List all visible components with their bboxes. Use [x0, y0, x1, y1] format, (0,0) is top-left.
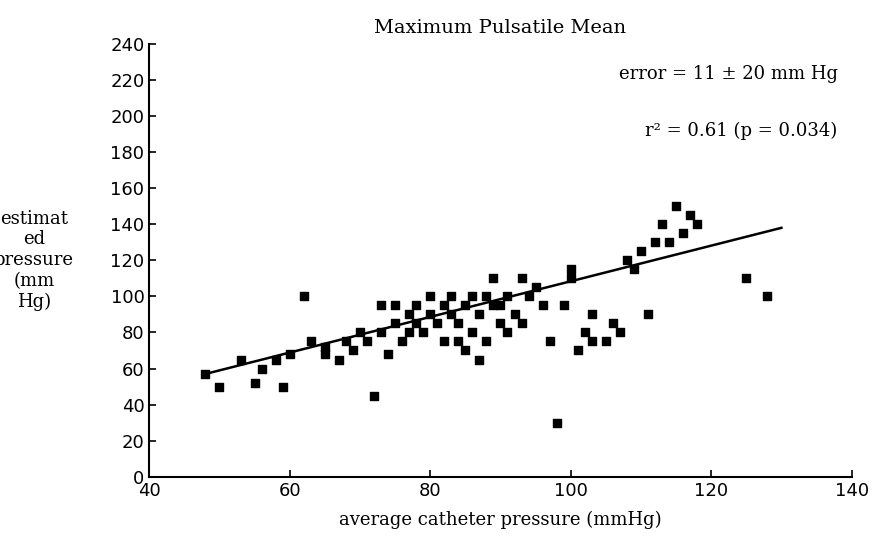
Point — [577, 328, 591, 337]
Point — [675, 229, 689, 238]
Title: Maximum Pulsatile Mean: Maximum Pulsatile Mean — [374, 19, 626, 37]
Point — [444, 310, 458, 319]
Point — [521, 292, 535, 301]
Text: error = 11 ± 20 mm Hg: error = 11 ± 20 mm Hg — [618, 66, 837, 83]
Point — [738, 274, 752, 283]
Point — [458, 301, 472, 310]
Point — [563, 274, 577, 283]
Point — [423, 292, 437, 301]
Y-axis label: estimat
ed
pressure
(mm
Hg): estimat ed pressure (mm Hg) — [0, 209, 74, 311]
Point — [317, 350, 332, 358]
Point — [275, 382, 289, 391]
Point — [268, 355, 282, 364]
Point — [514, 274, 528, 283]
Point — [472, 355, 486, 364]
Point — [437, 301, 451, 310]
Point — [479, 337, 493, 346]
Text: r² = 0.61 (p = 0.034): r² = 0.61 (p = 0.034) — [645, 122, 837, 140]
Point — [507, 310, 521, 319]
Point — [549, 418, 563, 427]
Point — [556, 301, 570, 310]
Point — [479, 292, 493, 301]
Point — [395, 337, 409, 346]
Point — [430, 319, 444, 328]
Point — [381, 350, 395, 358]
Point — [535, 301, 549, 310]
Point — [339, 337, 353, 346]
Point — [416, 328, 430, 337]
Point — [332, 355, 346, 364]
Point — [402, 328, 416, 337]
Point — [303, 337, 317, 346]
Point — [388, 319, 402, 328]
Point — [317, 342, 332, 351]
Point — [212, 382, 226, 391]
Point — [633, 247, 647, 256]
Point — [374, 328, 388, 337]
Point — [451, 337, 465, 346]
Point — [353, 328, 367, 337]
Point — [472, 310, 486, 319]
Point — [346, 346, 360, 355]
Point — [247, 379, 261, 387]
Point — [514, 319, 528, 328]
Point — [626, 265, 640, 273]
Point — [584, 337, 598, 346]
Point — [493, 301, 507, 310]
Point — [282, 350, 296, 358]
Point — [661, 238, 675, 247]
Point — [605, 319, 619, 328]
Point — [465, 328, 479, 337]
Point — [360, 337, 374, 346]
Point — [640, 310, 654, 319]
Point — [668, 202, 682, 210]
Point — [500, 292, 514, 301]
Point — [682, 211, 696, 220]
Point — [570, 346, 584, 355]
Point — [444, 292, 458, 301]
Point — [493, 319, 507, 328]
Point — [465, 292, 479, 301]
Point — [500, 328, 514, 337]
Point — [451, 319, 465, 328]
Point — [486, 301, 500, 310]
Point — [388, 301, 402, 310]
Point — [654, 220, 668, 229]
Point — [402, 310, 416, 319]
Point — [598, 337, 612, 346]
Point — [423, 310, 437, 319]
Point — [486, 274, 500, 283]
Point — [409, 301, 423, 310]
Point — [409, 319, 423, 328]
Point — [233, 355, 247, 364]
X-axis label: average catheter pressure (mmHg): average catheter pressure (mmHg) — [339, 511, 661, 529]
Point — [542, 337, 556, 346]
Point — [759, 292, 774, 301]
Point — [528, 283, 542, 292]
Point — [296, 292, 310, 301]
Point — [612, 328, 626, 337]
Point — [254, 364, 268, 373]
Point — [198, 369, 212, 378]
Point — [374, 301, 388, 310]
Point — [584, 310, 598, 319]
Point — [647, 238, 661, 247]
Point — [458, 346, 472, 355]
Point — [437, 337, 451, 346]
Point — [563, 265, 577, 273]
Point — [689, 220, 703, 229]
Point — [619, 256, 633, 265]
Point — [367, 391, 381, 400]
